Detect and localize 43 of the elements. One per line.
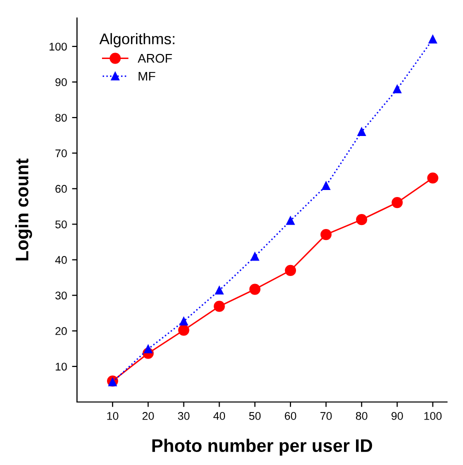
point — [284, 264, 296, 276]
y-tick-label: 20 — [55, 327, 67, 336]
y-tick-label: 40 — [55, 256, 67, 264]
y-tick-label: 70 — [55, 149, 67, 158]
legend-title: Algorithms: — [99, 33, 174, 48]
x-tick-label: 70 — [320, 412, 332, 420]
y-tick-label: 80 — [55, 114, 67, 122]
legend-label: AROF — [138, 54, 172, 63]
legend-label: MF — [138, 72, 156, 81]
x-tick-label: 30 — [178, 412, 190, 420]
y-tick-label: 30 — [55, 292, 67, 300]
point — [144, 344, 152, 354]
y-tick-label: 60 — [55, 184, 67, 193]
point — [356, 214, 368, 226]
point — [322, 182, 330, 190]
point — [393, 84, 402, 94]
point — [427, 172, 438, 184]
point — [357, 128, 366, 136]
point — [180, 317, 188, 326]
point — [178, 324, 190, 336]
point — [250, 252, 260, 261]
y-tick-label: 100 — [50, 42, 67, 51]
y-tick-label: 50 — [55, 220, 67, 228]
x-tick-label: 40 — [213, 412, 226, 420]
x-tick-label: 10 — [107, 412, 118, 420]
point — [215, 286, 224, 295]
point — [428, 35, 437, 44]
point — [392, 196, 403, 208]
point — [249, 284, 260, 295]
point — [286, 216, 295, 225]
x-tick-label: 100 — [424, 412, 442, 420]
y-axis-title: Login count — [15, 158, 32, 260]
point — [214, 300, 225, 312]
x-tick-label: 20 — [142, 412, 154, 420]
y-tick-label: 90 — [55, 78, 67, 86]
x-tick-label: 80 — [356, 412, 368, 420]
point — [108, 378, 117, 386]
x-axis-title: Photo number per user ID — [152, 438, 372, 456]
y-tick-label: 10 — [56, 362, 67, 371]
point — [320, 228, 332, 240]
x-tick-label: 60 — [284, 412, 296, 420]
x-tick-label: 50 — [249, 412, 261, 420]
x-tick-label: 90 — [392, 412, 403, 420]
